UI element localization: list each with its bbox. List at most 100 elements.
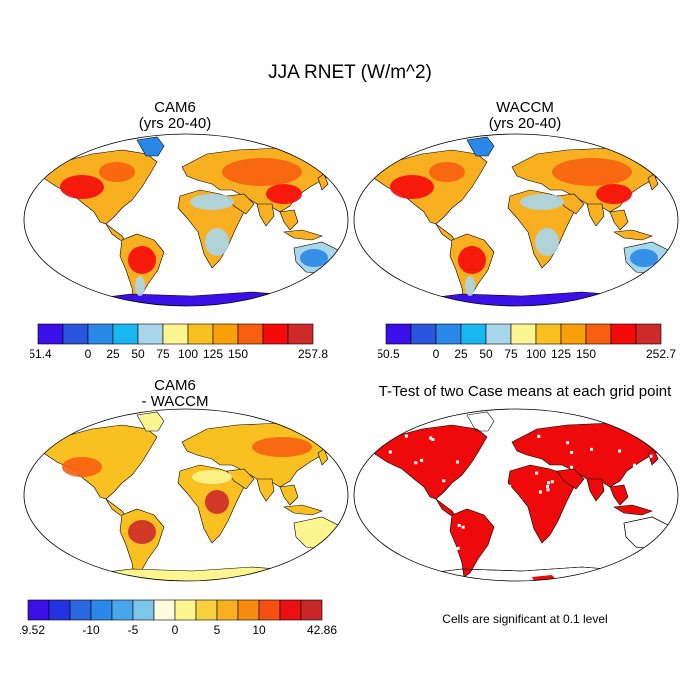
colorbar-label: 25 [106, 347, 120, 361]
map-diff [23, 408, 349, 582]
colorbar-box [610, 323, 637, 345]
map-cam6 [23, 133, 349, 307]
land-nz [669, 269, 676, 281]
colorbar-label: 25 [454, 347, 468, 361]
colorbar-label: 100 [178, 347, 198, 361]
insignificant-cell [509, 536, 513, 540]
colorbar-box [435, 323, 462, 345]
colorbar-box [212, 323, 239, 345]
insignificant-cell [591, 508, 595, 512]
region-patagonia-cool [135, 276, 145, 296]
map-ttest [353, 408, 679, 582]
insignificant-cell [429, 550, 433, 554]
colorbar-box [162, 323, 189, 345]
colorbar-box [27, 599, 50, 621]
colorbar-box [300, 599, 323, 621]
insignificant-cell [456, 546, 460, 550]
colorbar-label: 252.7 [646, 347, 676, 361]
panel-title-ttest: T-Test of two Case means at each grid po… [378, 383, 672, 400]
colorbar-label: 0 [433, 347, 440, 361]
land-northAmerica [41, 424, 158, 500]
colorbar-box [510, 323, 537, 345]
insignificant-cell [383, 475, 387, 479]
insignificant-cell [521, 460, 525, 464]
colorbar-label: 42.86 [307, 623, 337, 637]
colorbar-label: 10 [252, 623, 266, 637]
land-africa [507, 464, 575, 544]
colorbar-cam6: -51.4 0 25 50 75 100 125 150 257.8 [30, 323, 328, 361]
panel-title-cam6-line2: (yrs 20-40) [138, 115, 212, 132]
antarctica-signif-patch [422, 573, 447, 579]
land-northAmerica [371, 424, 488, 500]
insignificant-cell [407, 550, 411, 554]
region-diff-congo-hot [205, 490, 229, 514]
land-japan [317, 448, 329, 466]
insignificant-cell [579, 515, 583, 519]
land-japan [647, 173, 659, 191]
colorbar-label: 125 [551, 347, 571, 361]
insignificant-cell [538, 490, 542, 494]
insignificant-cell [429, 436, 433, 440]
colorbar-box [69, 599, 92, 621]
insignificant-cell [537, 434, 541, 438]
colorbar-label: -19.52 [20, 623, 45, 637]
land-arabia [226, 468, 255, 490]
colorbar-box [560, 323, 587, 345]
colorbar-label: -51.4 [30, 347, 52, 361]
insignificant-cell [506, 459, 510, 463]
insignificant-cell [594, 510, 598, 514]
insignificant-cell [448, 538, 452, 542]
panel-title-waccm-line2: (yrs 20-40) [488, 115, 562, 132]
insignificant-cell [644, 548, 648, 552]
colorbar-box [174, 599, 197, 621]
insignificant-cell [388, 450, 392, 454]
colorbar-box [90, 599, 113, 621]
colorbar-label: 50 [131, 347, 145, 361]
colorbar-box [237, 599, 260, 621]
insignificant-cell [566, 536, 570, 540]
panel-title-diff-line1: CAM6 [154, 377, 196, 394]
region-patagonia-cool [465, 276, 475, 296]
region-sahara-cool [190, 194, 234, 210]
panel-title-diff: CAM6 - WACCM [75, 378, 275, 410]
insignificant-cell [414, 461, 418, 465]
insignificant-cell [403, 537, 407, 541]
region-diff-sahara-light [192, 470, 232, 484]
insignificant-cell [508, 442, 512, 446]
insignificant-cell [570, 450, 574, 454]
land-seAsia [609, 484, 629, 506]
significance-note: Cells are significant at 0.1 level [442, 612, 608, 626]
insignificant-cell [461, 525, 465, 529]
colorbar-box [279, 599, 302, 621]
region-amazon-hot [458, 246, 486, 274]
region-australia-blue [630, 249, 658, 267]
colorbar-box [460, 323, 487, 345]
land-greenland [136, 411, 165, 432]
colorbar-label: -5 [128, 623, 139, 637]
insignificant-cell [547, 481, 551, 485]
land-indonesia [283, 504, 323, 516]
region-china-hot [266, 184, 302, 204]
insignificant-cell [504, 532, 508, 536]
colorbar-label: 0 [172, 623, 179, 637]
land-seAsia [279, 209, 299, 231]
land-india [586, 203, 605, 227]
insignificant-cell [472, 474, 476, 478]
colorbar-box [216, 599, 239, 621]
insignificant-cell [404, 543, 408, 547]
insignificant-cell [532, 531, 536, 535]
colorbar-waccm: -50.5 0 25 50 75 100 125 150 252.7 [378, 323, 676, 361]
insignificant-cell [480, 474, 484, 478]
land-indonesia [283, 229, 323, 241]
land-southAmerica [449, 508, 495, 578]
colorbar-box [132, 599, 155, 621]
insignificant-cell [519, 499, 523, 503]
region-china-hot [596, 184, 632, 204]
region-south-africa-cool [205, 228, 229, 256]
land-seAsia [279, 484, 299, 506]
colorbar-box [195, 599, 218, 621]
insignificant-cell [508, 484, 512, 488]
colorbar-label: 257.8 [298, 347, 328, 361]
colorbar-box [262, 323, 289, 345]
colorbar-box [410, 323, 437, 345]
